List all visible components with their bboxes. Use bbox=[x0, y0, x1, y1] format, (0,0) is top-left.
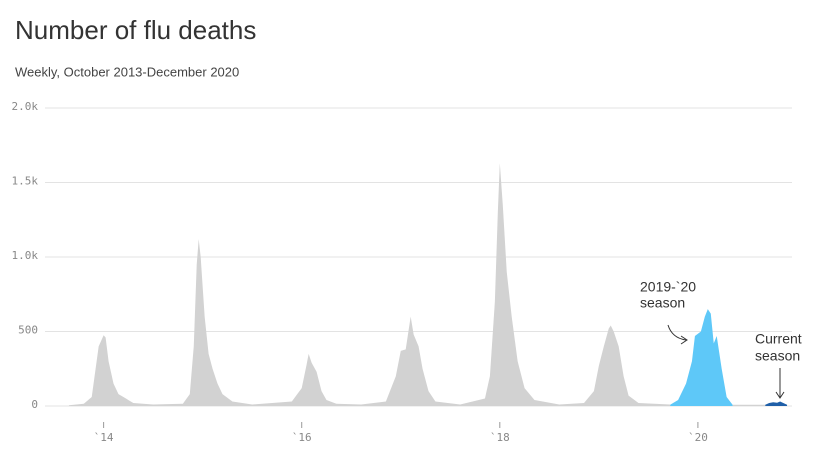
annotation: 2019-`20 bbox=[640, 279, 696, 295]
annotation: season bbox=[755, 348, 800, 364]
area bbox=[68, 163, 766, 406]
annotation: season bbox=[640, 295, 685, 311]
arrow-head bbox=[775, 391, 785, 399]
area bbox=[670, 309, 733, 406]
area bbox=[765, 401, 788, 406]
y-tick-label: 1.0k bbox=[12, 249, 39, 262]
arrow bbox=[667, 324, 687, 341]
y-tick-label: 2.0k bbox=[12, 100, 39, 113]
x-tick-label: `16 bbox=[292, 431, 312, 444]
y-tick-label: 0 bbox=[31, 398, 38, 411]
x-tick-label: `20 bbox=[688, 431, 708, 444]
chart-subtitle: Weekly, October 2013-December 2020 bbox=[15, 64, 239, 79]
x-tick-label: `14 bbox=[94, 431, 114, 444]
y-tick-label: 500 bbox=[18, 324, 38, 337]
chart-title: Number of flu deaths bbox=[15, 15, 256, 45]
annotation: Current bbox=[755, 331, 802, 347]
x-tick-label: `18 bbox=[490, 431, 510, 444]
arrow-head bbox=[680, 335, 688, 345]
y-tick-label: 1.5k bbox=[12, 175, 39, 188]
